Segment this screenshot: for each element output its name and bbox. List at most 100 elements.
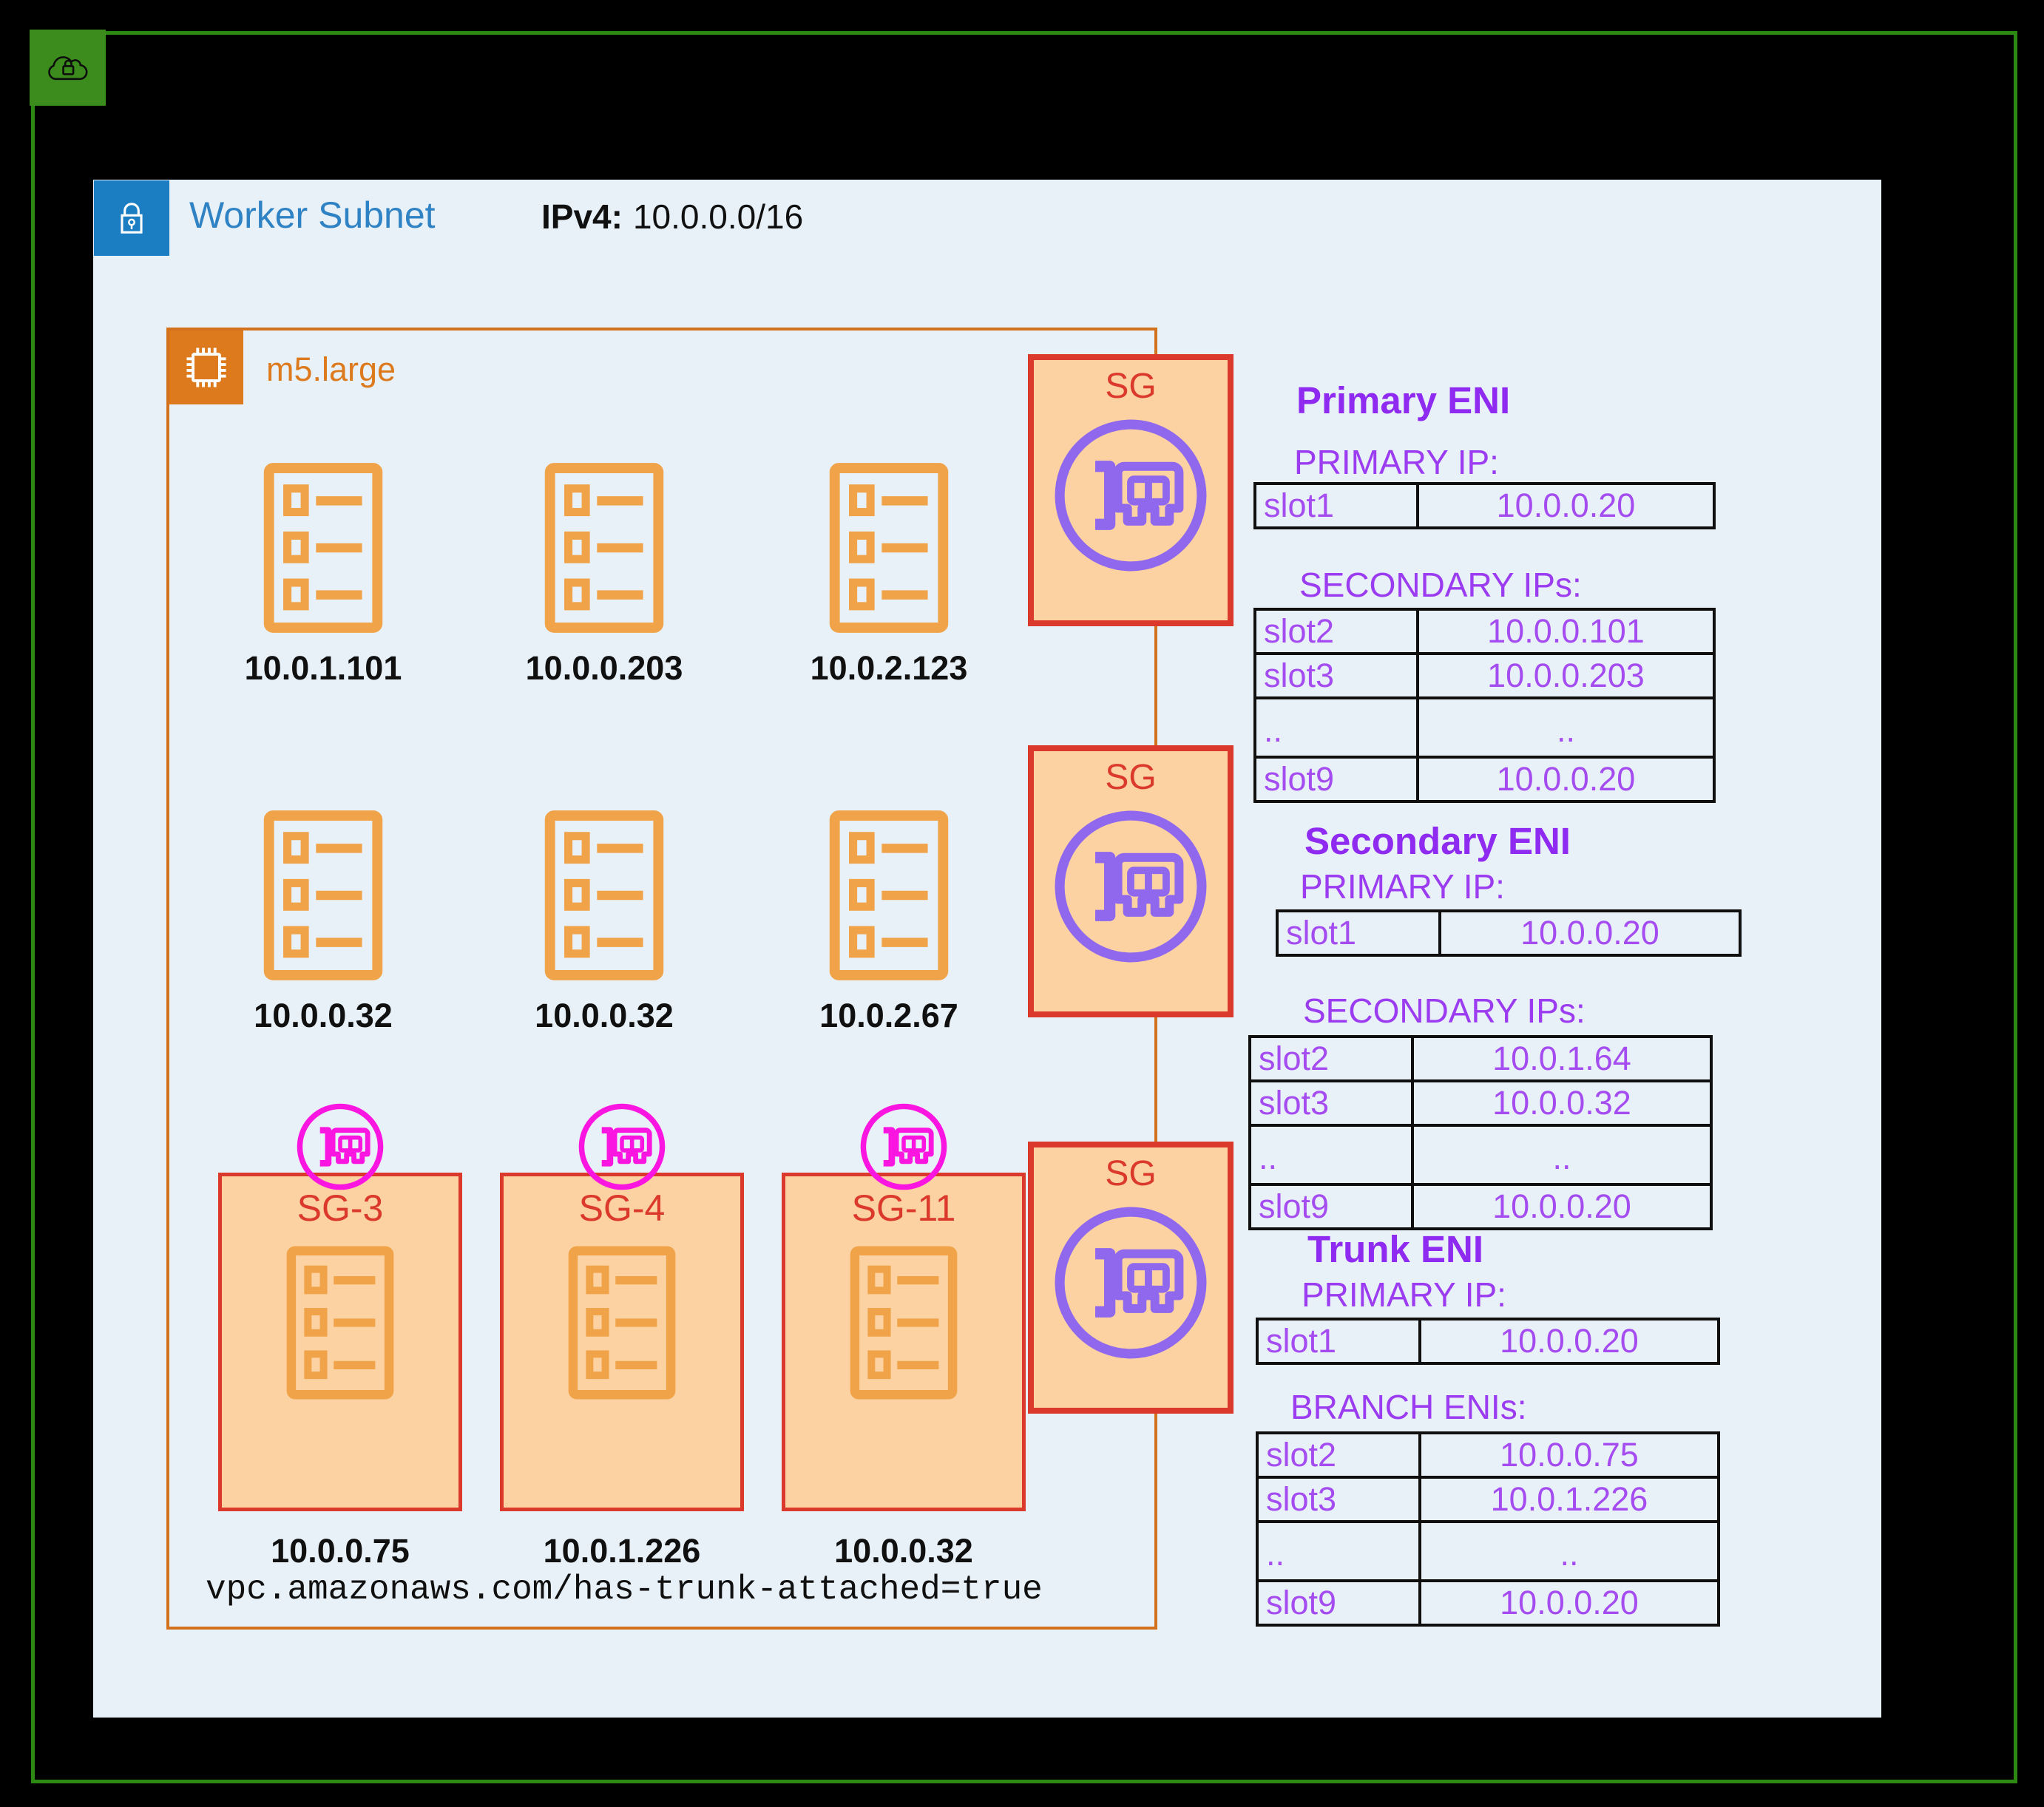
pod-icon bbox=[828, 460, 950, 636]
slot-cell: slot3 bbox=[1256, 1476, 1421, 1523]
eni-slot-table: slot2 10.0.1.64 slot3 10.0.0.32 .. .. sl… bbox=[1248, 1035, 1713, 1230]
pod-ip-label: 10.0.0.32 bbox=[254, 997, 393, 1034]
subnet-badge bbox=[94, 180, 169, 256]
ip-cell: 10.0.0.32 bbox=[1411, 1079, 1713, 1127]
branch-eni-icon bbox=[858, 1101, 950, 1193]
ipv4-label: IPv4: bbox=[541, 197, 623, 236]
vpc-boundary-frame bbox=[31, 31, 2017, 1783]
eni-section-title: Secondary ENI bbox=[1304, 820, 1571, 862]
security-group-label: SG bbox=[1105, 758, 1157, 797]
ec2-chip-icon bbox=[177, 339, 235, 396]
branch-sg-box: SG-11 bbox=[782, 1173, 1026, 1511]
cloud-lock-icon bbox=[39, 47, 97, 89]
eni-group-label: PRIMARY IP: bbox=[1300, 867, 1505, 906]
pod-icon bbox=[262, 807, 385, 983]
pod: 10.0.0.32 bbox=[535, 807, 674, 1034]
table-row: .. .. bbox=[1253, 696, 1716, 759]
pod: 10.0.2.67 bbox=[819, 807, 958, 1034]
subnet-cidr: IPv4: 10.0.0.0/16 bbox=[541, 197, 803, 237]
slot-cell: .. bbox=[1248, 1124, 1414, 1186]
eni-group-label: PRIMARY IP: bbox=[1302, 1275, 1506, 1314]
branch-eni-icon bbox=[576, 1101, 668, 1193]
security-group-box: SG bbox=[1028, 354, 1233, 626]
eni-group-label: PRIMARY IP: bbox=[1294, 443, 1499, 481]
ip-cell: .. bbox=[1416, 696, 1716, 759]
slot-cell: slot9 bbox=[1248, 1183, 1414, 1230]
slot-cell: .. bbox=[1256, 1520, 1421, 1582]
eni-slot-table: slot1 10.0.0.20 bbox=[1256, 1318, 1720, 1365]
table-row: .. .. bbox=[1248, 1124, 1713, 1186]
ip-cell: 10.0.0.20 bbox=[1418, 1318, 1720, 1365]
slot-cell: slot1 bbox=[1256, 1318, 1421, 1365]
ip-cell: .. bbox=[1411, 1124, 1713, 1186]
ip-cell: .. bbox=[1418, 1520, 1720, 1582]
branch-sg-box: SG-3 bbox=[218, 1173, 462, 1511]
eni-group-label: SECONDARY IPs: bbox=[1299, 566, 1582, 604]
eni-slot-table: slot1 10.0.0.20 bbox=[1253, 482, 1716, 529]
pod: 10.0.0.203 bbox=[526, 460, 683, 687]
ip-cell: 10.0.1.226 bbox=[1418, 1476, 1720, 1523]
eni-group-label: BRANCH ENIs: bbox=[1290, 1388, 1527, 1426]
slot-cell: slot3 bbox=[1253, 652, 1419, 699]
table-row: slot9 10.0.0.20 bbox=[1253, 756, 1716, 803]
pod-ip-label: 10.0.1.101 bbox=[244, 649, 402, 687]
slot-cell: slot9 bbox=[1256, 1579, 1421, 1627]
slot-cell: slot9 bbox=[1253, 756, 1419, 803]
eni-group-label: SECONDARY IPs: bbox=[1303, 991, 1586, 1030]
branch-sg-label: SG-11 bbox=[851, 1187, 956, 1229]
branch-sg-box: SG-4 bbox=[500, 1173, 744, 1511]
pod: 10.0.0.32 bbox=[254, 807, 393, 1034]
table-row: slot9 10.0.0.20 bbox=[1256, 1579, 1720, 1627]
branch-ip-label: 10.0.1.226 bbox=[543, 1532, 701, 1570]
table-row: slot1 10.0.0.20 bbox=[1276, 909, 1742, 957]
ipv4-value: 10.0.0.0/16 bbox=[632, 197, 804, 236]
branch-ip-label: 10.0.0.32 bbox=[834, 1532, 973, 1570]
security-group-label: SG bbox=[1105, 1154, 1157, 1193]
pod-icon bbox=[848, 1244, 959, 1401]
eni-section-title: Primary ENI bbox=[1296, 379, 1511, 421]
table-row: slot1 10.0.0.20 bbox=[1253, 482, 1716, 529]
pod-icon bbox=[285, 1244, 396, 1401]
pod: 10.0.1.101 bbox=[245, 460, 402, 687]
eni-slot-table: slot1 10.0.0.20 bbox=[1276, 909, 1742, 957]
instance-type-label: m5.large bbox=[266, 350, 396, 388]
branch-ip-label: 10.0.0.75 bbox=[271, 1532, 410, 1570]
branch-sg-label: SG-3 bbox=[297, 1187, 384, 1229]
ip-cell: 10.0.0.20 bbox=[1438, 909, 1742, 957]
pod-icon bbox=[828, 807, 950, 983]
pod-icon bbox=[566, 1244, 677, 1401]
security-group-box: SG bbox=[1028, 1142, 1233, 1414]
eni-slot-table: slot2 10.0.0.101 slot3 10.0.0.203 .. .. … bbox=[1253, 608, 1716, 803]
slot-cell: slot2 bbox=[1248, 1035, 1414, 1082]
ip-cell: 10.0.1.64 bbox=[1411, 1035, 1713, 1082]
ip-cell: 10.0.0.101 bbox=[1416, 608, 1716, 655]
slot-cell: slot2 bbox=[1256, 1431, 1421, 1479]
table-row: slot2 10.0.0.75 bbox=[1256, 1431, 1720, 1479]
pod-ip-label: 10.0.2.123 bbox=[810, 649, 968, 687]
table-row: slot2 10.0.1.64 bbox=[1248, 1035, 1713, 1082]
table-row: slot9 10.0.0.20 bbox=[1248, 1183, 1713, 1230]
pod-icon bbox=[543, 807, 666, 983]
table-row: slot2 10.0.0.101 bbox=[1253, 608, 1716, 655]
eni-slot-table: slot2 10.0.0.75 slot3 10.0.1.226 .. .. s… bbox=[1256, 1431, 1720, 1627]
instance-badge bbox=[169, 330, 243, 404]
slot-cell: .. bbox=[1253, 696, 1419, 759]
table-row: slot3 10.0.0.32 bbox=[1248, 1079, 1713, 1127]
node-annotation: vpc.amazonaws.com/has-trunk-attached=tru… bbox=[206, 1570, 1043, 1609]
vpc-badge bbox=[30, 30, 106, 106]
branch-sg-label: SG-4 bbox=[578, 1187, 666, 1229]
eni-circle-icon bbox=[1050, 1202, 1211, 1363]
security-group-label: SG bbox=[1105, 367, 1157, 406]
table-row: slot3 10.0.0.203 bbox=[1253, 652, 1716, 699]
slot-cell: slot1 bbox=[1253, 482, 1419, 529]
slot-cell: slot1 bbox=[1276, 909, 1441, 957]
eni-circle-icon bbox=[1050, 806, 1211, 967]
ip-cell: 10.0.0.75 bbox=[1418, 1431, 1720, 1479]
security-group-box: SG bbox=[1028, 745, 1233, 1017]
pod-ip-label: 10.0.0.32 bbox=[535, 997, 674, 1034]
slot-cell: slot2 bbox=[1253, 608, 1419, 655]
pod: 10.0.2.123 bbox=[811, 460, 967, 687]
pod-ip-label: 10.0.2.67 bbox=[819, 997, 958, 1034]
pod-ip-label: 10.0.0.203 bbox=[525, 649, 683, 687]
